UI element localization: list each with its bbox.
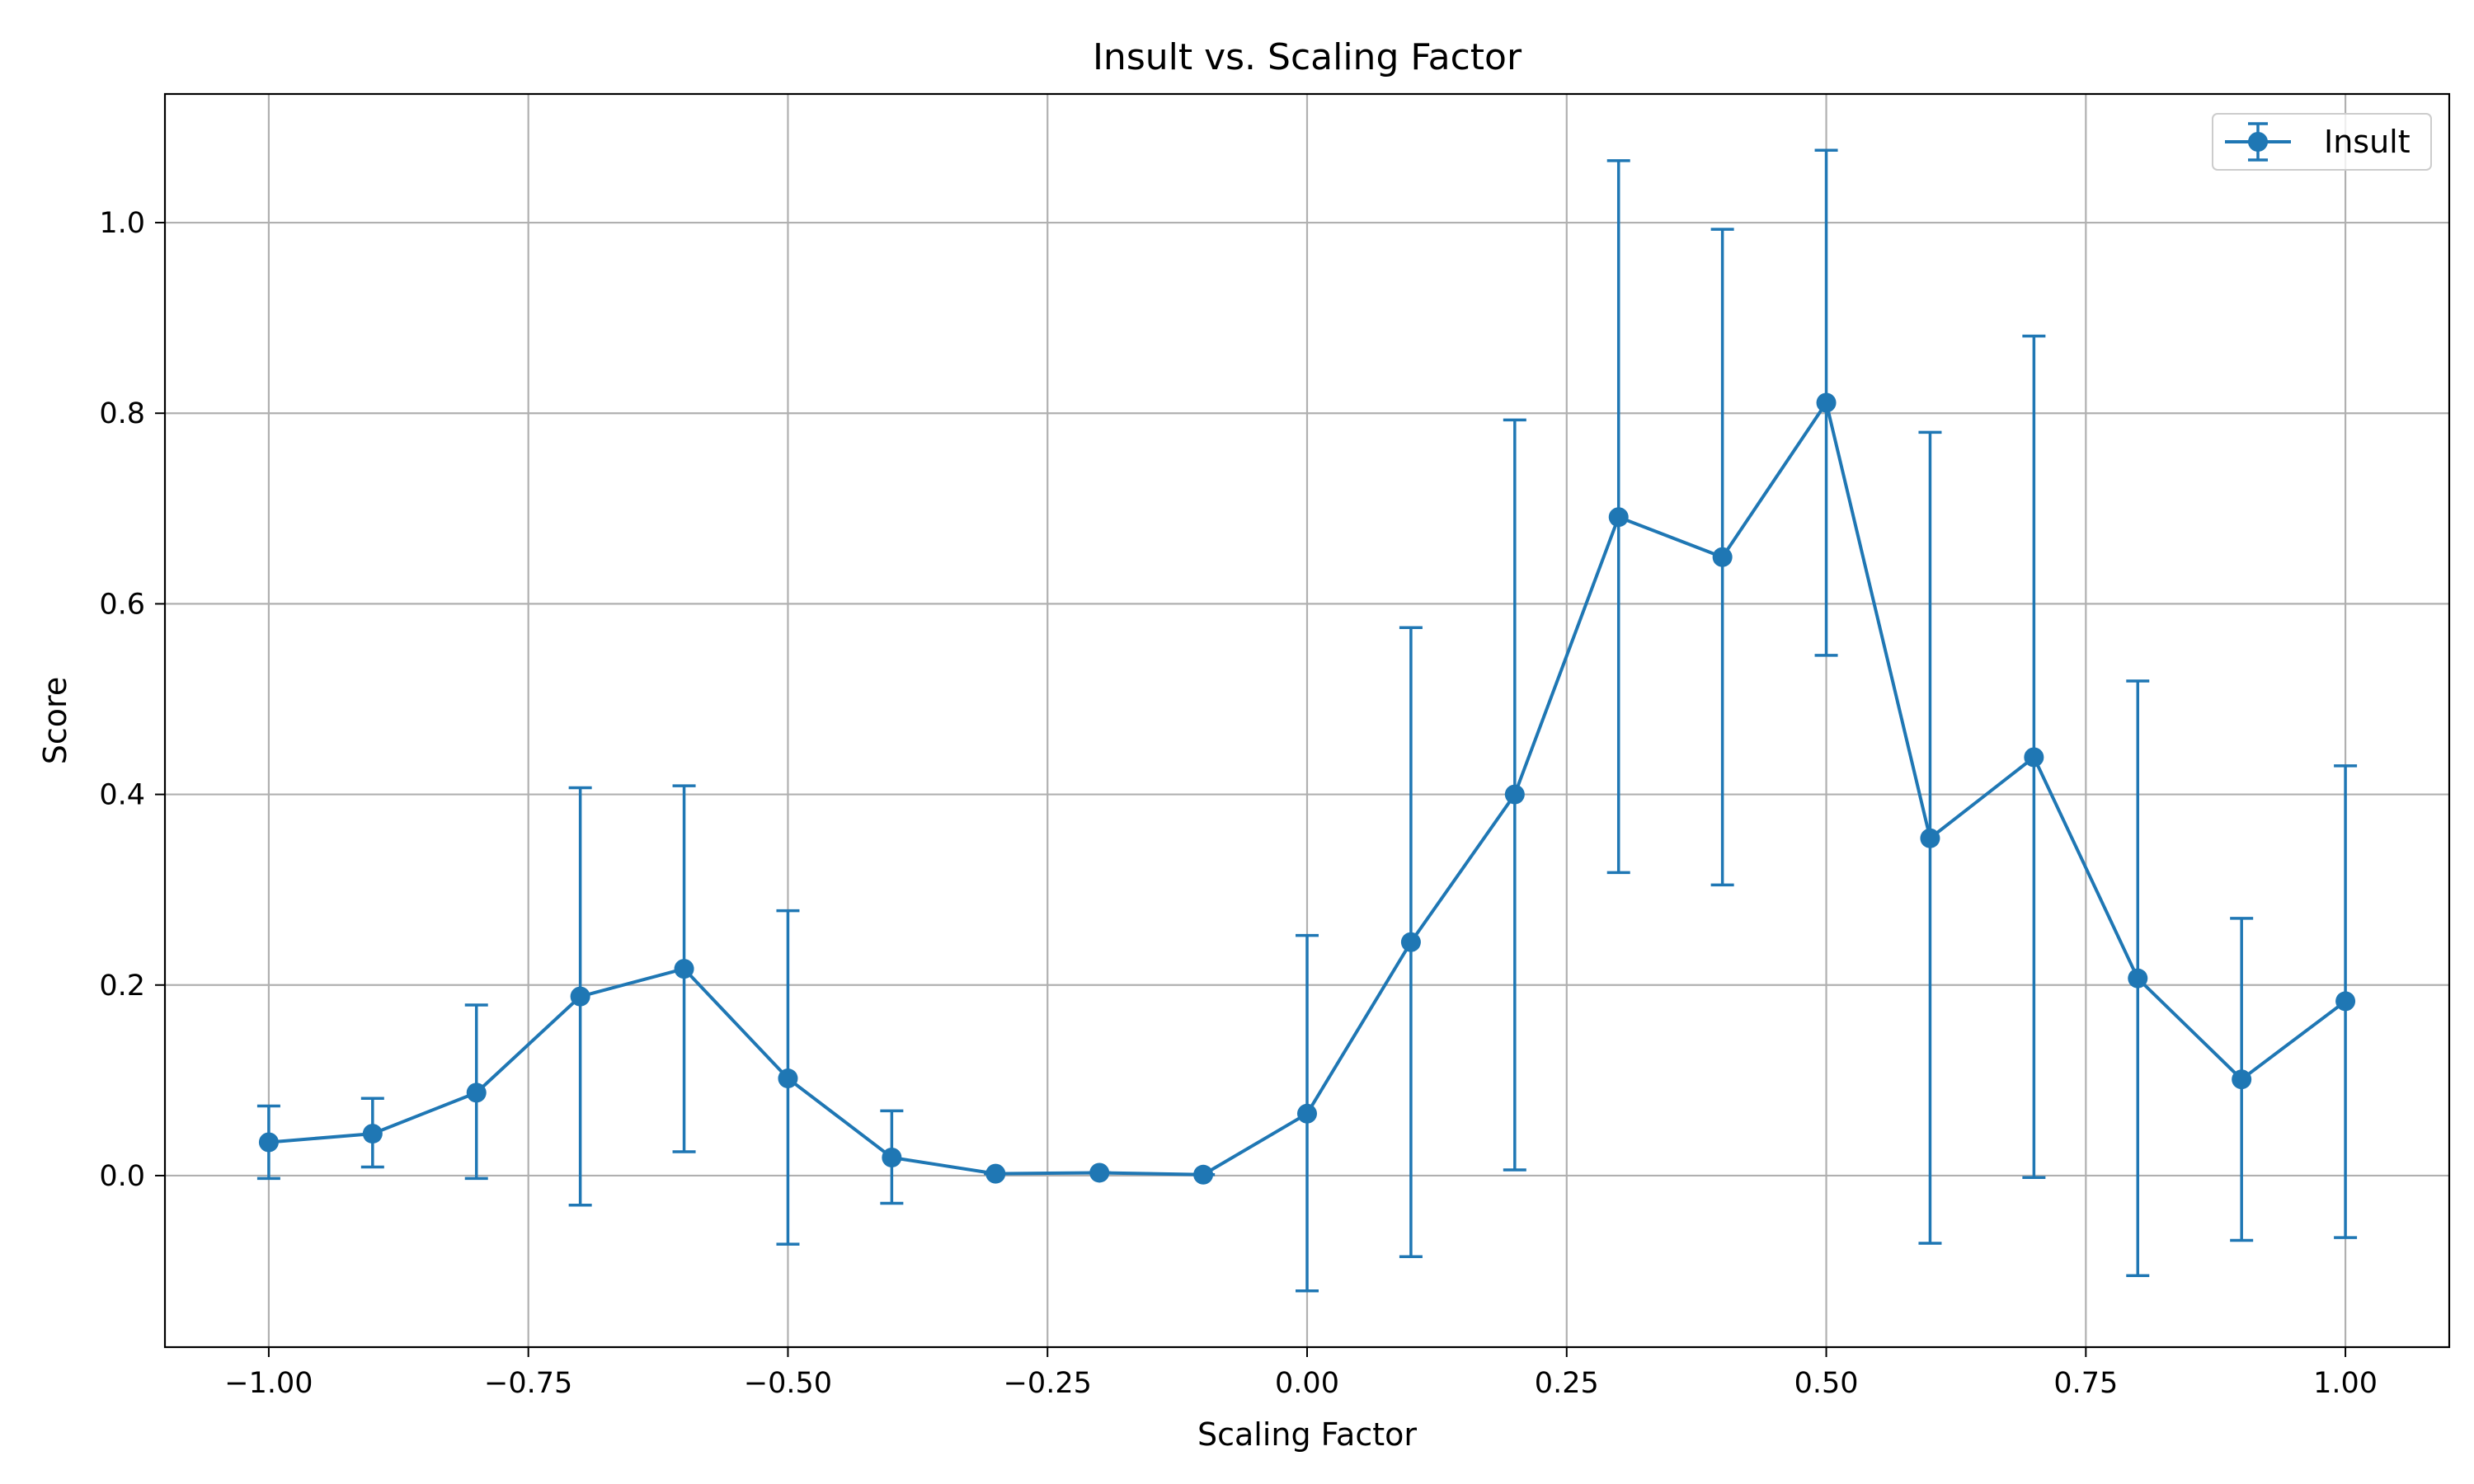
x-axis-label: Scaling Factor (1197, 1416, 1417, 1453)
x-tick-label: 1.00 (2313, 1367, 2378, 1400)
x-tick-label: −0.25 (1004, 1367, 1092, 1400)
data-point (466, 1082, 487, 1103)
data-point (1400, 932, 1421, 952)
x-tick-label: −0.50 (744, 1367, 832, 1400)
data-point (1504, 784, 1525, 805)
y-tick-label: 0.2 (99, 970, 145, 1003)
x-axis-ticks: −1.00 −0.75 −0.50 −0.25 0.00 0.25 0.50 0.75 1.00 (224, 1347, 2378, 1400)
data-point (2128, 968, 2148, 989)
x-tick-label: 0.00 (1275, 1367, 1339, 1400)
data-point (2232, 1069, 2252, 1090)
legend-swatch (2225, 122, 2291, 162)
y-axis-ticks: 0.0 0.2 0.4 0.6 0.8 1.0 (99, 207, 165, 1193)
series-points (258, 392, 2356, 1185)
data-point (1608, 507, 1629, 528)
data-point (258, 1132, 279, 1153)
data-point (882, 1147, 902, 1167)
x-tick-label: 0.50 (1794, 1367, 1859, 1400)
y-axis-label: Score (37, 677, 73, 764)
data-point (1816, 392, 1837, 413)
data-point (2024, 747, 2044, 768)
y-tick-label: 0.0 (99, 1160, 145, 1193)
x-tick-label: −0.75 (484, 1367, 572, 1400)
data-point (1712, 547, 1733, 567)
chart-title: Insult vs. Scaling Factor (1093, 36, 1522, 78)
plot-frame (163, 92, 2451, 1349)
x-tick-label: −1.00 (224, 1367, 313, 1400)
data-point (1920, 828, 1940, 848)
data-point (2335, 991, 2356, 1012)
x-tick-label: 0.25 (1535, 1367, 1599, 1400)
y-tick-label: 1.0 (99, 207, 145, 240)
legend-marker (2248, 132, 2268, 152)
y-tick-label: 0.6 (99, 588, 145, 621)
series-group (256, 148, 2358, 1293)
data-point (778, 1068, 798, 1089)
data-point (1089, 1162, 1110, 1183)
data-point (570, 986, 590, 1007)
y-tick-label: 0.8 (99, 397, 145, 430)
legend-label: Insult (2324, 124, 2411, 160)
data-point (1193, 1164, 1214, 1185)
data-point (1297, 1103, 1317, 1124)
y-tick-label: 0.4 (99, 779, 145, 812)
data-point (362, 1124, 383, 1144)
legend: Insult (2212, 113, 2432, 171)
data-point (674, 959, 694, 979)
legend-box (2212, 113, 2432, 171)
x-tick-label: 0.75 (2053, 1367, 2118, 1400)
data-point (985, 1163, 1006, 1184)
